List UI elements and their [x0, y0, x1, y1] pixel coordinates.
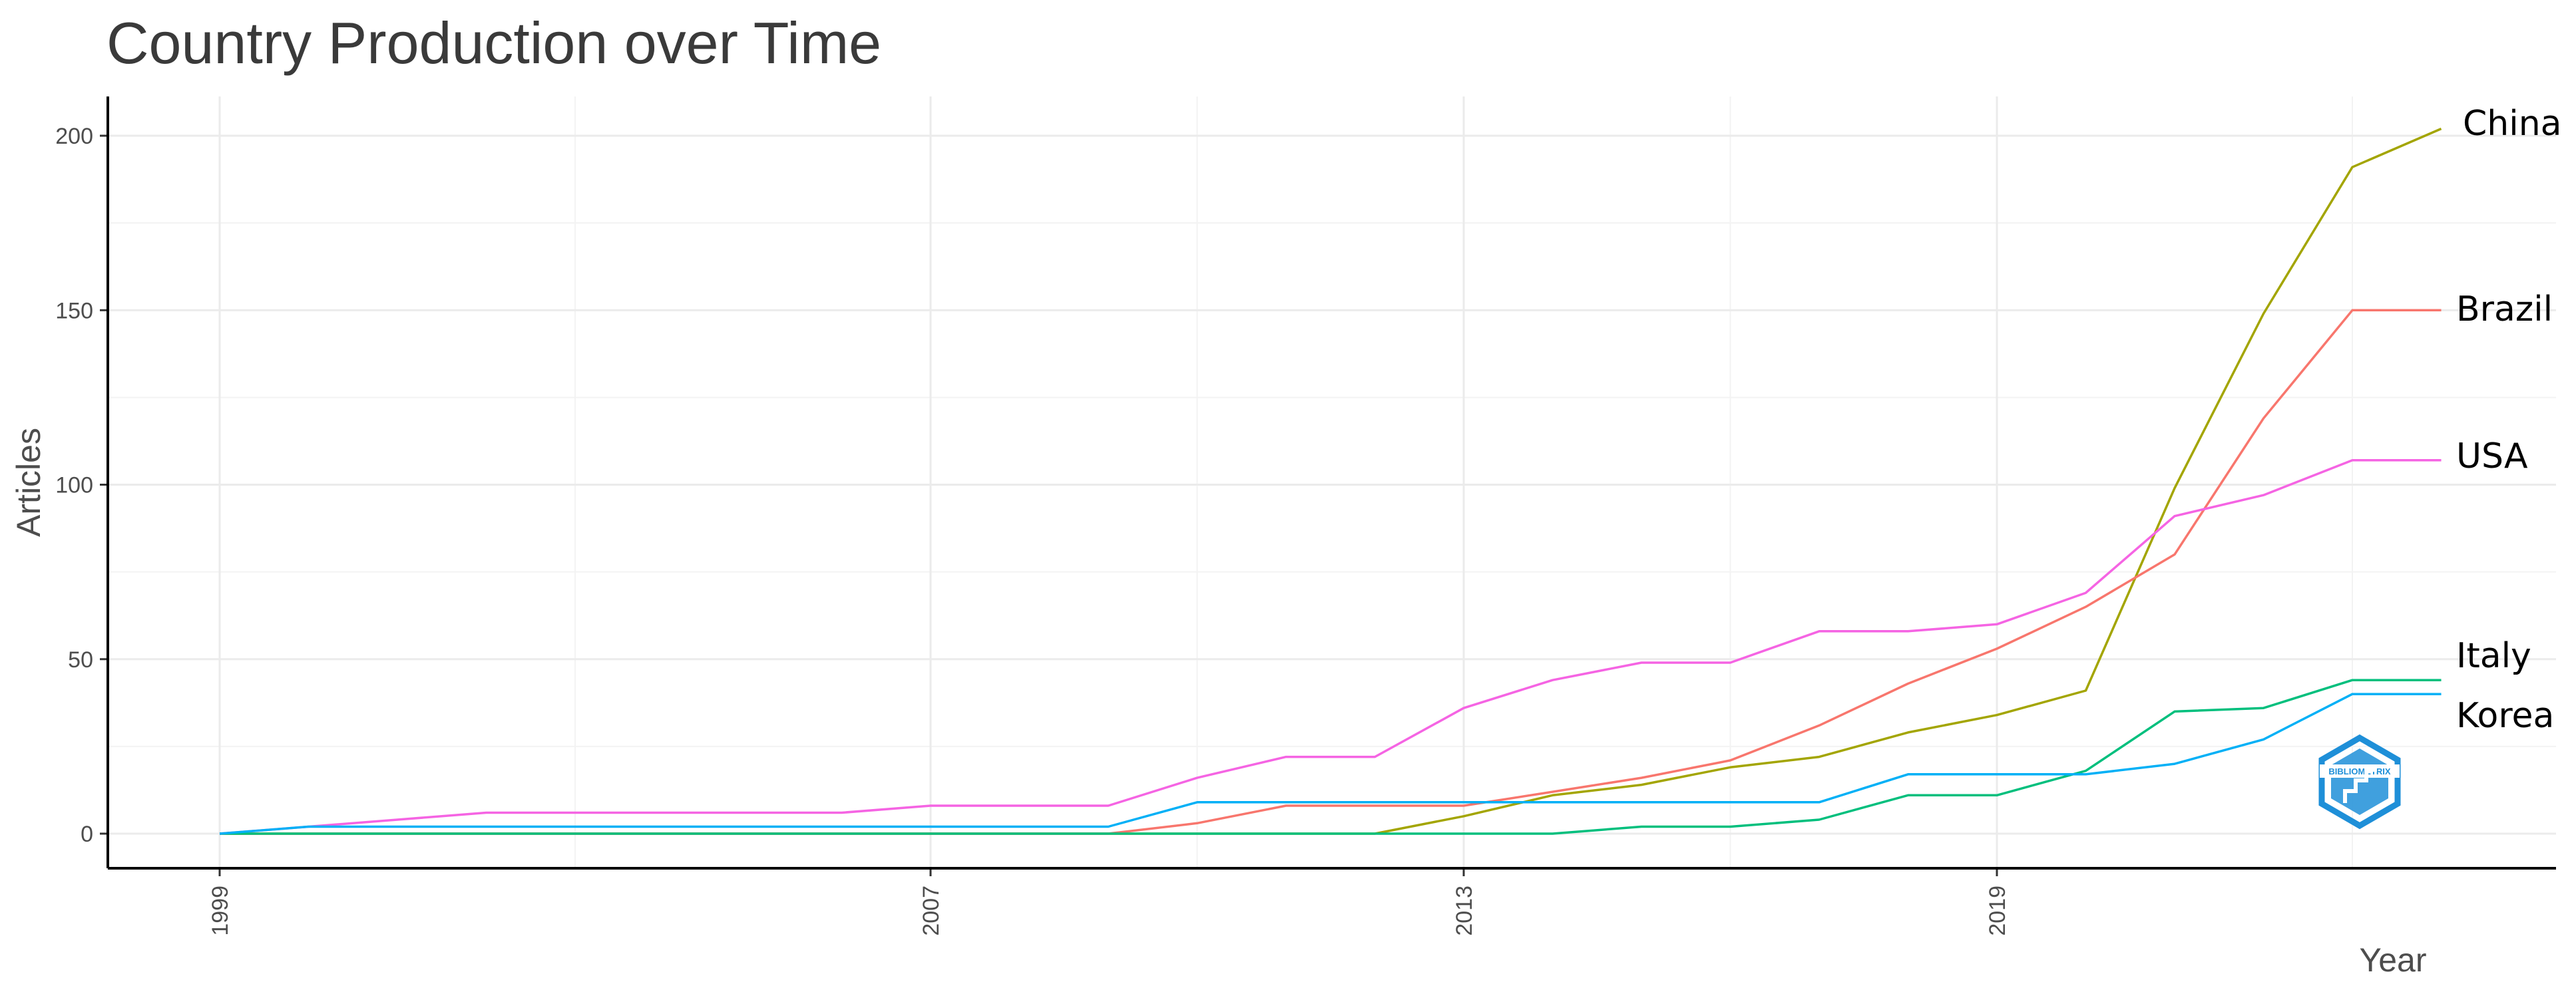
x-tick-label: 2019 — [1985, 886, 2010, 936]
series-line-korea — [219, 693, 2442, 835]
series-line-usa — [219, 459, 2442, 835]
y-tick-label: 100 — [55, 473, 93, 498]
logo-stairs — [2343, 768, 2377, 803]
series-label-korea: Korea — [2456, 696, 2554, 736]
x-tick-label: 2013 — [1452, 886, 1477, 936]
logo-text: BIBLIOMETRIX — [2328, 766, 2390, 776]
y-tick-label: 50 — [68, 647, 93, 673]
logo-hexagon — [2318, 734, 2401, 830]
series-label-usa: USA — [2456, 436, 2528, 476]
series-lines — [219, 127, 2442, 835]
series-line-china — [220, 127, 2442, 835]
logo-banner — [2320, 764, 2400, 778]
y-axis-title: Articles — [10, 428, 47, 537]
series-label-brazil: Brazil — [2456, 289, 2553, 329]
x-axis-title: Year — [2359, 941, 2426, 979]
x-tick-label: 2007 — [919, 886, 944, 936]
series-labels: China Brazil USA Italy Korea — [2456, 104, 2562, 736]
series-label-italy: Italy — [2456, 636, 2531, 676]
x-tick-label: 1999 — [208, 886, 233, 936]
series-label-china: China — [2463, 104, 2562, 144]
y-tick-label: 200 — [55, 124, 93, 149]
bibliometrix-logo: BIBLIOMETRIX — [2318, 734, 2401, 830]
grid — [108, 96, 2556, 868]
axes: 0 50 100 150 200 1999 2007 2013 2019 — [55, 96, 2556, 936]
y-tick-label: 150 — [55, 298, 93, 323]
y-tick-label: 0 — [81, 822, 93, 847]
chart-title: Country Production over Time — [107, 10, 882, 76]
